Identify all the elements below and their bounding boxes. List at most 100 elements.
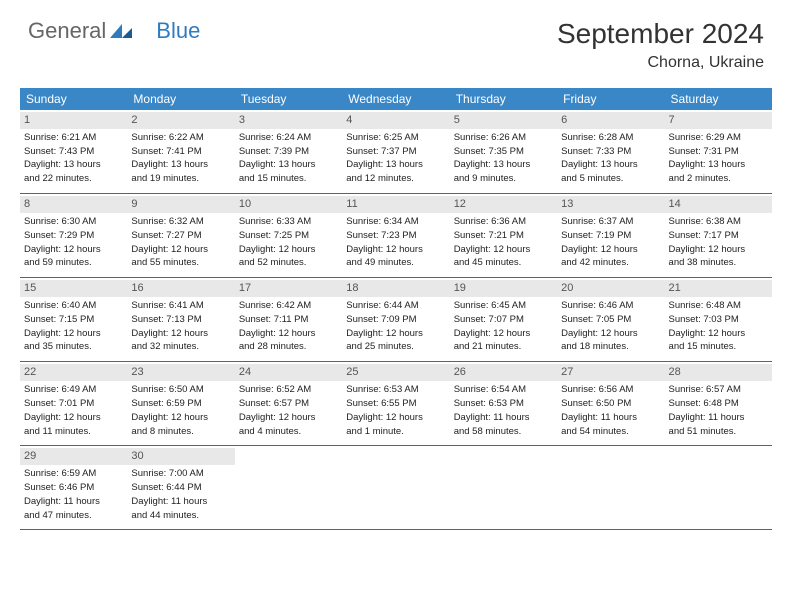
logo: General Blue	[28, 18, 200, 44]
sunset-text: Sunset: 7:03 PM	[669, 314, 768, 327]
day-cell: 8Sunrise: 6:30 AMSunset: 7:29 PMDaylight…	[20, 194, 127, 277]
sunrise-text: Sunrise: 6:56 AM	[561, 384, 660, 397]
sunrise-text: Sunrise: 6:48 AM	[669, 300, 768, 313]
day-number: 6	[557, 112, 664, 129]
daylight-text: and 12 minutes.	[346, 173, 445, 186]
sunset-text: Sunset: 6:46 PM	[24, 482, 123, 495]
daylight-text: and 15 minutes.	[239, 173, 338, 186]
day-cell: 30Sunrise: 7:00 AMSunset: 6:44 PMDayligh…	[127, 446, 234, 529]
sunrise-text: Sunrise: 6:49 AM	[24, 384, 123, 397]
sunrise-text: Sunrise: 6:34 AM	[346, 216, 445, 229]
sunset-text: Sunset: 7:39 PM	[239, 146, 338, 159]
sunset-text: Sunset: 6:48 PM	[669, 398, 768, 411]
day-cell: 20Sunrise: 6:46 AMSunset: 7:05 PMDayligh…	[557, 278, 664, 361]
sunrise-text: Sunrise: 6:50 AM	[131, 384, 230, 397]
sunrise-text: Sunrise: 6:37 AM	[561, 216, 660, 229]
daylight-text: Daylight: 13 hours	[239, 159, 338, 172]
day-number: 4	[342, 112, 449, 129]
sunrise-text: Sunrise: 6:29 AM	[669, 132, 768, 145]
daylight-text: Daylight: 12 hours	[346, 412, 445, 425]
sunset-text: Sunset: 7:43 PM	[24, 146, 123, 159]
sunset-text: Sunset: 6:59 PM	[131, 398, 230, 411]
sunrise-text: Sunrise: 6:24 AM	[239, 132, 338, 145]
daylight-text: and 59 minutes.	[24, 257, 123, 270]
sunrise-text: Sunrise: 6:22 AM	[131, 132, 230, 145]
daylight-text: and 28 minutes.	[239, 341, 338, 354]
logo-text-2: Blue	[156, 18, 200, 44]
day-cell: 28Sunrise: 6:57 AMSunset: 6:48 PMDayligh…	[665, 362, 772, 445]
day-number: 13	[557, 196, 664, 213]
sunset-text: Sunset: 7:29 PM	[24, 230, 123, 243]
day-number: 5	[450, 112, 557, 129]
weekday-header: Wednesday	[342, 88, 449, 110]
daylight-text: Daylight: 12 hours	[346, 244, 445, 257]
daylight-text: Daylight: 12 hours	[131, 244, 230, 257]
day-cell: 23 Sunrise: 6:50 AMSunset: 6:59 PMDayligh…	[127, 362, 234, 445]
day-number: 22	[20, 364, 127, 381]
sunset-text: Sunset: 7:25 PM	[239, 230, 338, 243]
sunset-text: Sunset: 7:09 PM	[346, 314, 445, 327]
sunset-text: Sunset: 7:17 PM	[669, 230, 768, 243]
day-number: 20	[557, 280, 664, 297]
sunset-text: Sunset: 7:13 PM	[131, 314, 230, 327]
day-cell: 10Sunrise: 6:33 AMSunset: 7:25 PMDayligh…	[235, 194, 342, 277]
sunrise-text: Sunrise: 6:53 AM	[346, 384, 445, 397]
day-cell: 26Sunrise: 6:54 AMSunset: 6:53 PMDayligh…	[450, 362, 557, 445]
weekday-header: Friday	[557, 88, 664, 110]
daylight-text: Daylight: 12 hours	[454, 328, 553, 341]
daylight-text: Daylight: 13 hours	[346, 159, 445, 172]
calendar: Sunday Monday Tuesday Wednesday Thursday…	[20, 88, 772, 530]
daylight-text: Daylight: 12 hours	[131, 412, 230, 425]
daylight-text: Daylight: 13 hours	[131, 159, 230, 172]
sunrise-text: Sunrise: 6:41 AM	[131, 300, 230, 313]
day-number: 9	[127, 196, 234, 213]
day-number: 17	[235, 280, 342, 297]
weekday-header: Saturday	[665, 88, 772, 110]
day-cell: 15Sunrise: 6:40 AMSunset: 7:15 PMDayligh…	[20, 278, 127, 361]
sunrise-text: Sunrise: 6:32 AM	[131, 216, 230, 229]
sunset-text: Sunset: 7:07 PM	[454, 314, 553, 327]
sunset-text: Sunset: 7:11 PM	[239, 314, 338, 327]
day-number: 1	[20, 112, 127, 129]
month-title: September 2024	[557, 18, 764, 50]
sunset-text: Sunset: 7:21 PM	[454, 230, 553, 243]
daylight-text: and 38 minutes.	[669, 257, 768, 270]
sunset-text: Sunset: 7:19 PM	[561, 230, 660, 243]
daylight-text: Daylight: 12 hours	[346, 328, 445, 341]
day-cell: 6Sunrise: 6:28 AMSunset: 7:33 PMDaylight…	[557, 110, 664, 193]
day-number: 23	[127, 364, 234, 381]
daylight-text: and 45 minutes.	[454, 257, 553, 270]
weekday-header: Monday	[127, 88, 234, 110]
day-number: 27	[557, 364, 664, 381]
sunset-text: Sunset: 6:55 PM	[346, 398, 445, 411]
weekday-header: Thursday	[450, 88, 557, 110]
sunrise-text: Sunrise: 6:36 AM	[454, 216, 553, 229]
daylight-text: and 22 minutes.	[24, 173, 123, 186]
daylight-text: Daylight: 12 hours	[239, 328, 338, 341]
daylight-text: Daylight: 12 hours	[24, 412, 123, 425]
day-number: 3	[235, 112, 342, 129]
sunrise-text: Sunrise: 6:44 AM	[346, 300, 445, 313]
day-number: 30	[127, 448, 234, 465]
day-cell: 3 Sunrise: 6:24 AMSunset: 7:39 PMDaylight…	[235, 110, 342, 193]
sunset-text: Sunset: 6:50 PM	[561, 398, 660, 411]
sunset-text: Sunset: 6:44 PM	[131, 482, 230, 495]
sunrise-text: Sunrise: 6:38 AM	[669, 216, 768, 229]
day-cell	[665, 446, 772, 529]
header: General Blue September 2024 Chorna, Ukra…	[0, 0, 792, 82]
sunset-text: Sunset: 6:53 PM	[454, 398, 553, 411]
week-row: 29Sunrise: 6:59 AMSunset: 6:46 PMDayligh…	[20, 446, 772, 530]
day-cell: 18Sunrise: 6:44 AMSunset: 7:09 PMDayligh…	[342, 278, 449, 361]
daylight-text: Daylight: 13 hours	[669, 159, 768, 172]
daylight-text: and 25 minutes.	[346, 341, 445, 354]
day-number: 14	[665, 196, 772, 213]
daylight-text: Daylight: 13 hours	[454, 159, 553, 172]
day-number: 25	[342, 364, 449, 381]
day-cell: 11Sunrise: 6:34 AMSunset: 7:23 PMDayligh…	[342, 194, 449, 277]
sunrise-text: Sunrise: 6:33 AM	[239, 216, 338, 229]
daylight-text: Daylight: 12 hours	[669, 244, 768, 257]
sunrise-text: Sunrise: 6:52 AM	[239, 384, 338, 397]
sunset-text: Sunset: 7:27 PM	[131, 230, 230, 243]
sunrise-text: Sunrise: 6:25 AM	[346, 132, 445, 145]
day-cell: 24Sunrise: 6:52 AMSunset: 6:57 PMDayligh…	[235, 362, 342, 445]
